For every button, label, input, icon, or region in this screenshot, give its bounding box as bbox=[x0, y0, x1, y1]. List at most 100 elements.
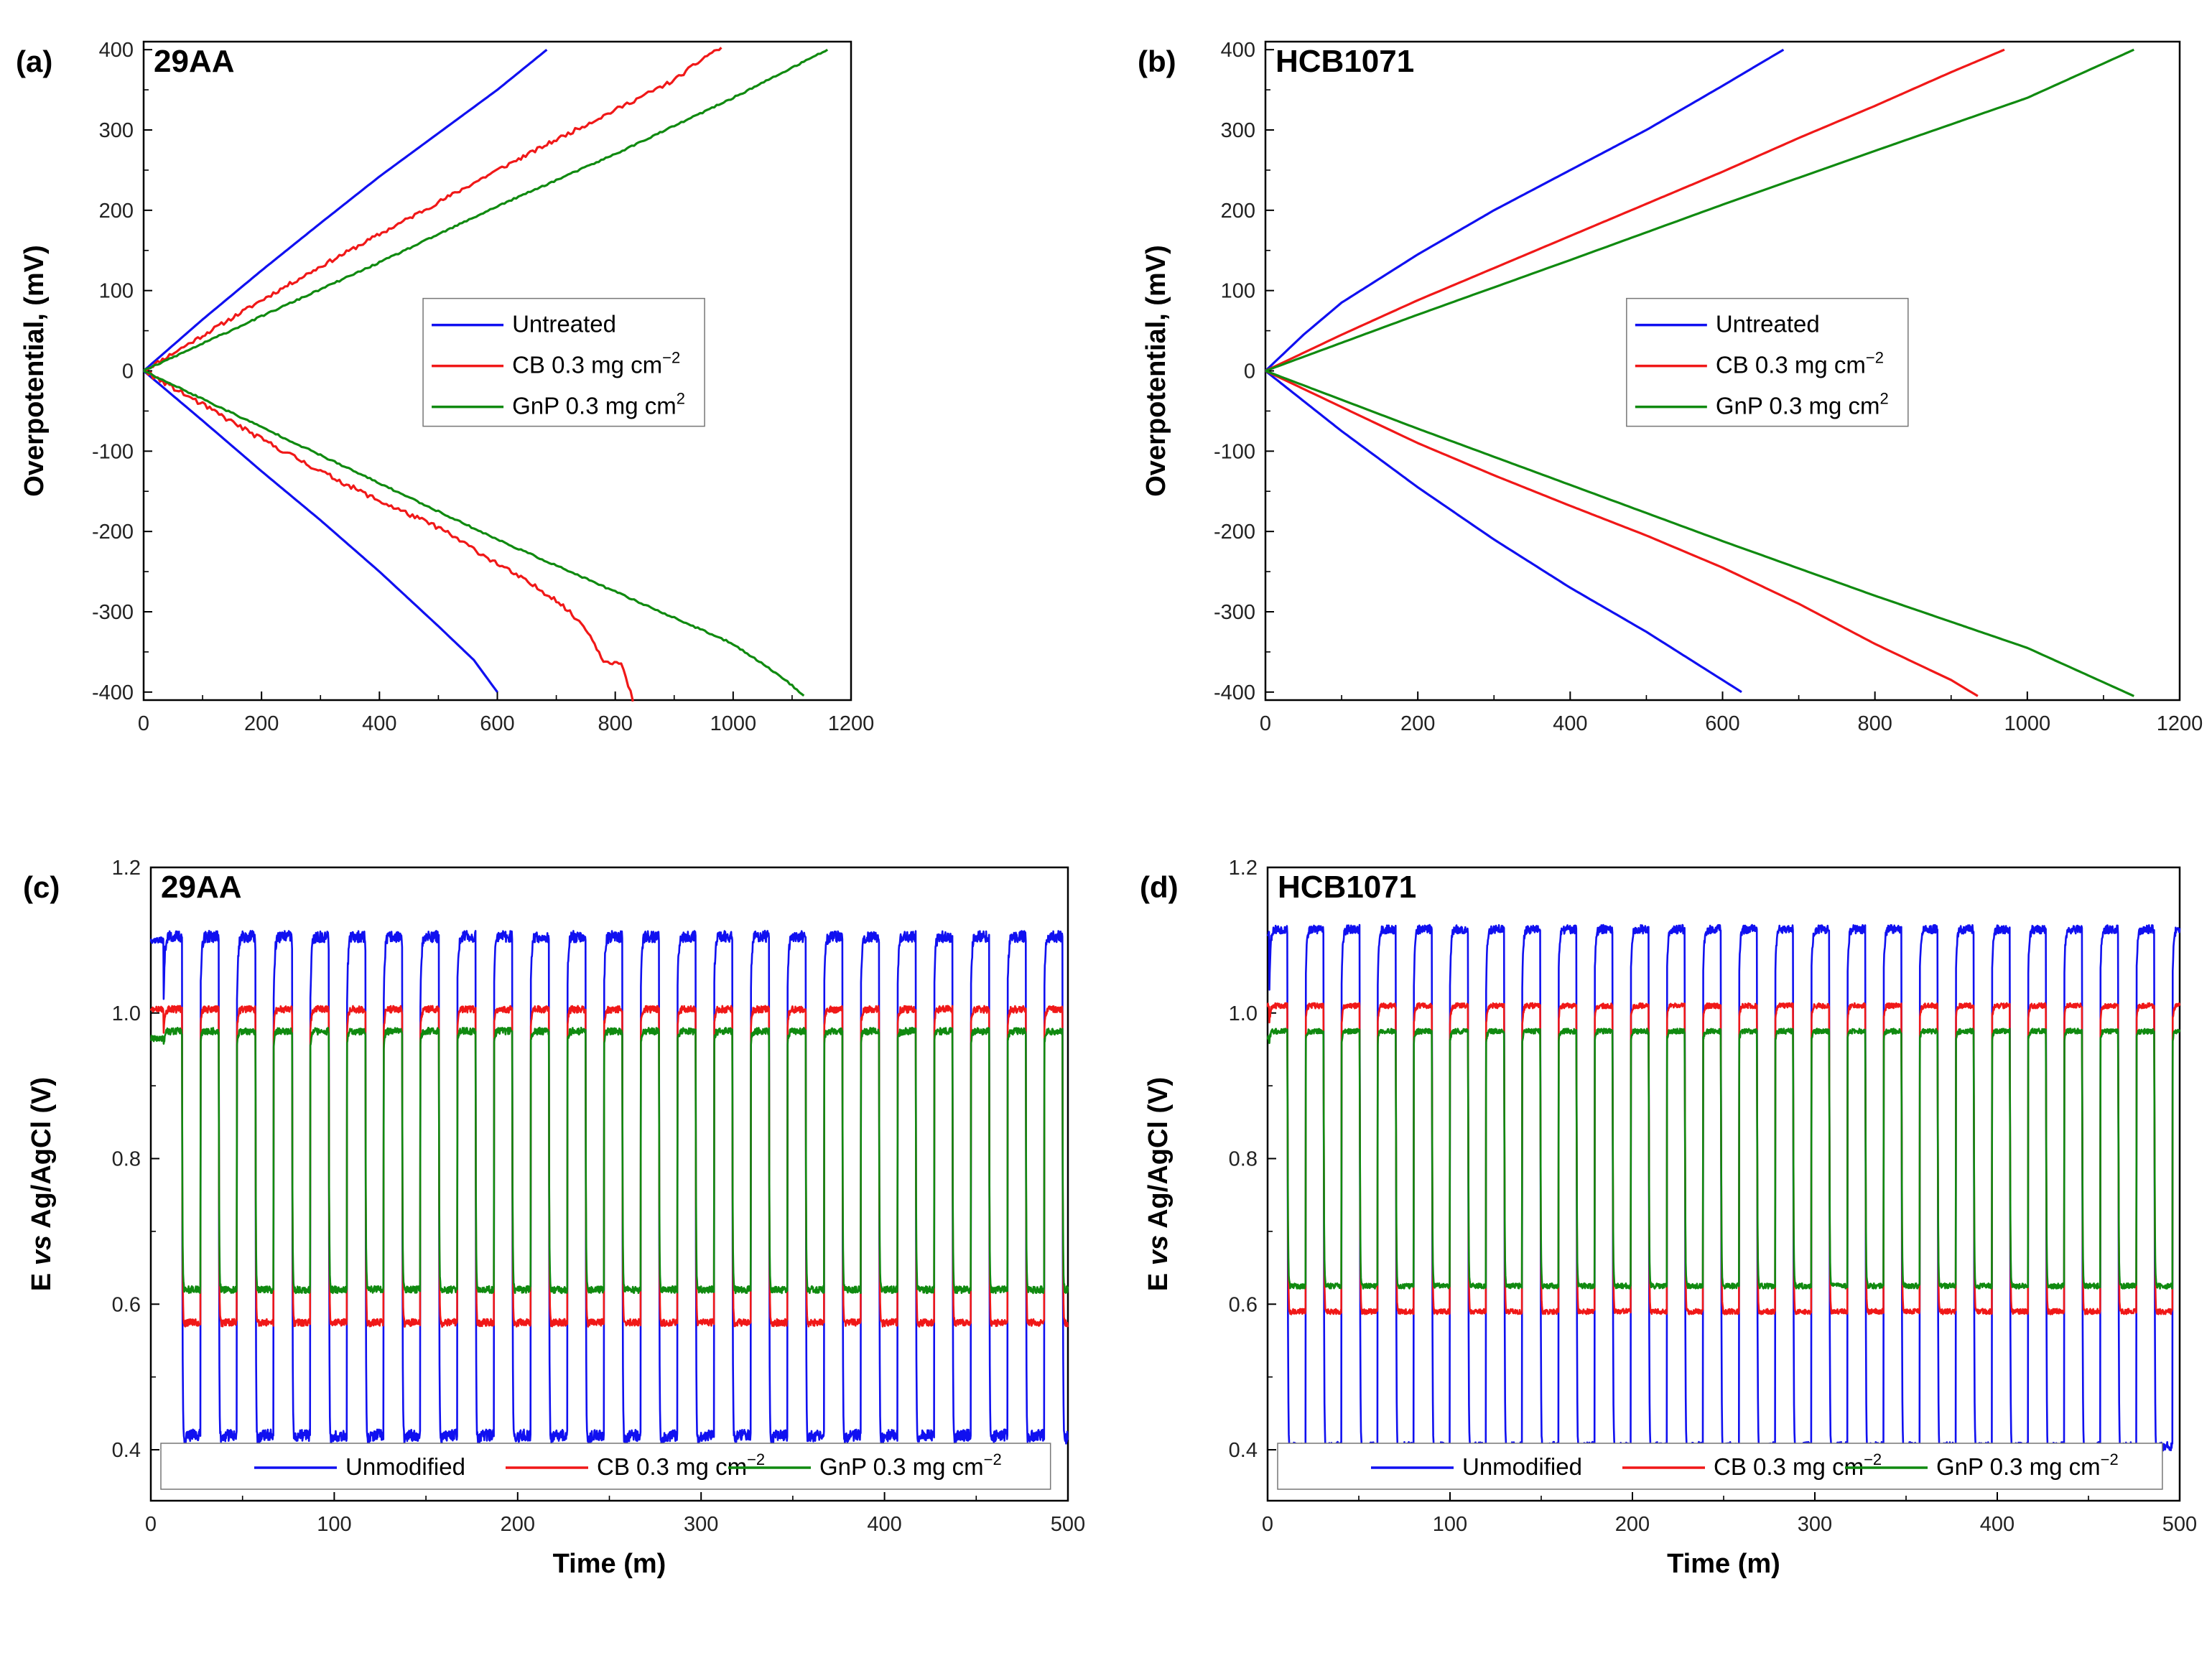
legend-box bbox=[422, 297, 705, 427]
series-line-2 bbox=[149, 1026, 1069, 1295]
x-tick-label: 200 bbox=[244, 712, 279, 735]
y-tick-label: 400 bbox=[99, 39, 134, 62]
legend-entry-1: CB 0.3 mg cm−2 bbox=[506, 1450, 765, 1480]
series-line-2 bbox=[143, 47, 722, 373]
x-tick-label: 500 bbox=[2162, 1513, 2197, 1536]
sample-label: HCB1071 bbox=[1278, 870, 1416, 905]
x-tick-label: 300 bbox=[1798, 1513, 1832, 1536]
legend-label: CB 0.3 mg cm−2 bbox=[1714, 1450, 1882, 1480]
series-line-0 bbox=[149, 929, 1069, 1446]
x-tick-label: 0 bbox=[1260, 712, 1271, 735]
legend-label: Untreated bbox=[1716, 311, 1820, 337]
legend-label: CB 0.3 mg cm−2 bbox=[597, 1450, 765, 1480]
series-line-1 bbox=[149, 1005, 1069, 1328]
y-tick-label: -300 bbox=[1214, 601, 1255, 624]
y-tick-label: 100 bbox=[99, 280, 134, 303]
x-tick-label: 600 bbox=[1705, 712, 1739, 735]
series-line-2 bbox=[1266, 1028, 2181, 1290]
legend-label: GnP 0.3 mg cm2 bbox=[1716, 390, 1889, 419]
x-tick-label: 1000 bbox=[710, 712, 757, 735]
legend-entry-0: Unmodified bbox=[254, 1453, 465, 1480]
x-tick-label: 300 bbox=[684, 1513, 718, 1536]
y-tick-label: -300 bbox=[92, 601, 134, 624]
legend-entry-1: CB 0.3 mg cm−2 bbox=[1635, 349, 1884, 378]
series-line-3 bbox=[1265, 370, 1979, 697]
y-tick-label: -400 bbox=[92, 681, 134, 704]
x-tick-label: 800 bbox=[598, 712, 632, 735]
y-tick-label: 0 bbox=[1244, 360, 1255, 383]
y-tick-label: -100 bbox=[92, 440, 134, 463]
x-tick-label: 400 bbox=[1553, 712, 1587, 735]
legend-entry-1: CB 0.3 mg cm−2 bbox=[1622, 1450, 1882, 1480]
y-tick-label: 0.6 bbox=[112, 1293, 141, 1316]
x-tick-label: 100 bbox=[317, 1513, 351, 1536]
x-tick-label: 200 bbox=[1400, 712, 1435, 735]
plot-frame bbox=[149, 866, 1069, 1502]
y-tick-label: -100 bbox=[1214, 440, 1255, 463]
legend-label: CB 0.3 mg cm−2 bbox=[512, 349, 680, 378]
y-tick-label: 1.2 bbox=[112, 857, 141, 880]
panel-b: 0 200 400 600 800 1000 1200 -400 -300 -200 -100 0 10… bbox=[1106, 0, 2212, 804]
chart-a: 0 200 400 600 800 1000 1200 -400 -300 -200 -100 0 10… bbox=[16, 39, 875, 735]
legend-label: Unmodified bbox=[345, 1453, 465, 1480]
series-line-4 bbox=[143, 48, 829, 372]
y-tick-label: 1.0 bbox=[112, 1002, 141, 1025]
legend-label: GnP 0.3 mg cm−2 bbox=[1936, 1450, 2119, 1480]
y-tick-label: 200 bbox=[99, 200, 134, 223]
legend-box bbox=[1626, 297, 1909, 427]
legend-label: GnP 0.3 mg cm−2 bbox=[819, 1450, 1002, 1480]
y-tick-label: 0.4 bbox=[112, 1439, 141, 1462]
legend-entry-2: GnP 0.3 mg cm−2 bbox=[728, 1450, 1002, 1480]
y-tick-label: 400 bbox=[1221, 39, 1255, 62]
legend-label: CB 0.3 mg cm−2 bbox=[1716, 349, 1884, 378]
x-tick-label: 1000 bbox=[2004, 712, 2051, 735]
x-tick-label: 0 bbox=[145, 1513, 157, 1536]
legend-label: Unmodified bbox=[1462, 1453, 1582, 1480]
chart-d: 0 100 200 300 400 500 0.4 0.6 0.8 1.0 1.2 (d) HCB107… bbox=[1140, 857, 2197, 1579]
panel-label: (b) bbox=[1138, 45, 1176, 78]
x-tick-label: 500 bbox=[1051, 1513, 1085, 1536]
panel-label: (c) bbox=[23, 870, 60, 904]
y-tick-label: -200 bbox=[92, 521, 134, 544]
series-line-5 bbox=[143, 370, 805, 697]
y-axis-title: E vs Ag/AgCl (V) bbox=[27, 1077, 57, 1291]
x-tick-label: 400 bbox=[362, 712, 396, 735]
x-tick-label: 400 bbox=[1980, 1513, 2014, 1536]
legend-entry-2: GnP 0.3 mg cm2 bbox=[1635, 390, 1889, 419]
chart-b: 0 200 400 600 800 1000 1200 -400 -300 -200 -100 0 10… bbox=[1138, 39, 2203, 735]
series-line-1 bbox=[1264, 370, 1742, 694]
chart-c: 0 100 200 300 400 500 0.4 0.6 0.8 1.0 1.2 (c) 29AA E … bbox=[23, 857, 1085, 1579]
y-axis-title: Overpotential, (mV) bbox=[1141, 245, 1171, 497]
panel-label: (d) bbox=[1140, 870, 1179, 904]
series-line-0 bbox=[1264, 48, 1785, 372]
x-tick-label: 400 bbox=[867, 1513, 901, 1536]
x-axis-title: Time (m) bbox=[553, 1549, 666, 1579]
y-tick-label: 300 bbox=[1221, 119, 1255, 142]
sample-label: 29AA bbox=[154, 44, 235, 79]
legend-box bbox=[1277, 1443, 2163, 1490]
x-tick-label: 0 bbox=[1262, 1513, 1273, 1536]
x-tick-label: 1200 bbox=[828, 712, 875, 735]
panel-label: (a) bbox=[16, 45, 52, 78]
sample-label: 29AA bbox=[161, 870, 242, 905]
x-tick-label: 200 bbox=[501, 1513, 535, 1536]
y-tick-label: 0.6 bbox=[1229, 1293, 1258, 1316]
series-line-1 bbox=[142, 370, 498, 693]
legend-entry-2: GnP 0.3 mg cm2 bbox=[432, 390, 685, 419]
series-line-2 bbox=[1265, 48, 2005, 372]
legend-entry-0: Untreated bbox=[1635, 311, 1820, 337]
legend-entry-2: GnP 0.3 mg cm−2 bbox=[1845, 1450, 2119, 1480]
x-tick-label: 600 bbox=[480, 712, 514, 735]
x-axis-title: Time (m) bbox=[1667, 1549, 1780, 1579]
y-axis-title: Overpotential, (mV) bbox=[19, 245, 50, 497]
y-tick-label: 200 bbox=[1221, 200, 1255, 223]
panel-c: 0 100 200 300 400 500 0.4 0.6 0.8 1.0 1.2 (c) 29AA E … bbox=[0, 833, 1106, 1663]
panel-a: 0 200 400 600 800 1000 1200 -400 -300 -200 -100 0 10… bbox=[0, 0, 1106, 804]
series-line-0 bbox=[142, 48, 548, 372]
series-line-1 bbox=[1266, 1002, 2181, 1315]
y-tick-label: -200 bbox=[1214, 521, 1255, 544]
legend-box bbox=[160, 1443, 1051, 1490]
y-tick-label: 0 bbox=[122, 360, 134, 383]
legend-entry-1: CB 0.3 mg cm−2 bbox=[432, 349, 680, 378]
y-tick-label: -400 bbox=[1214, 681, 1255, 704]
